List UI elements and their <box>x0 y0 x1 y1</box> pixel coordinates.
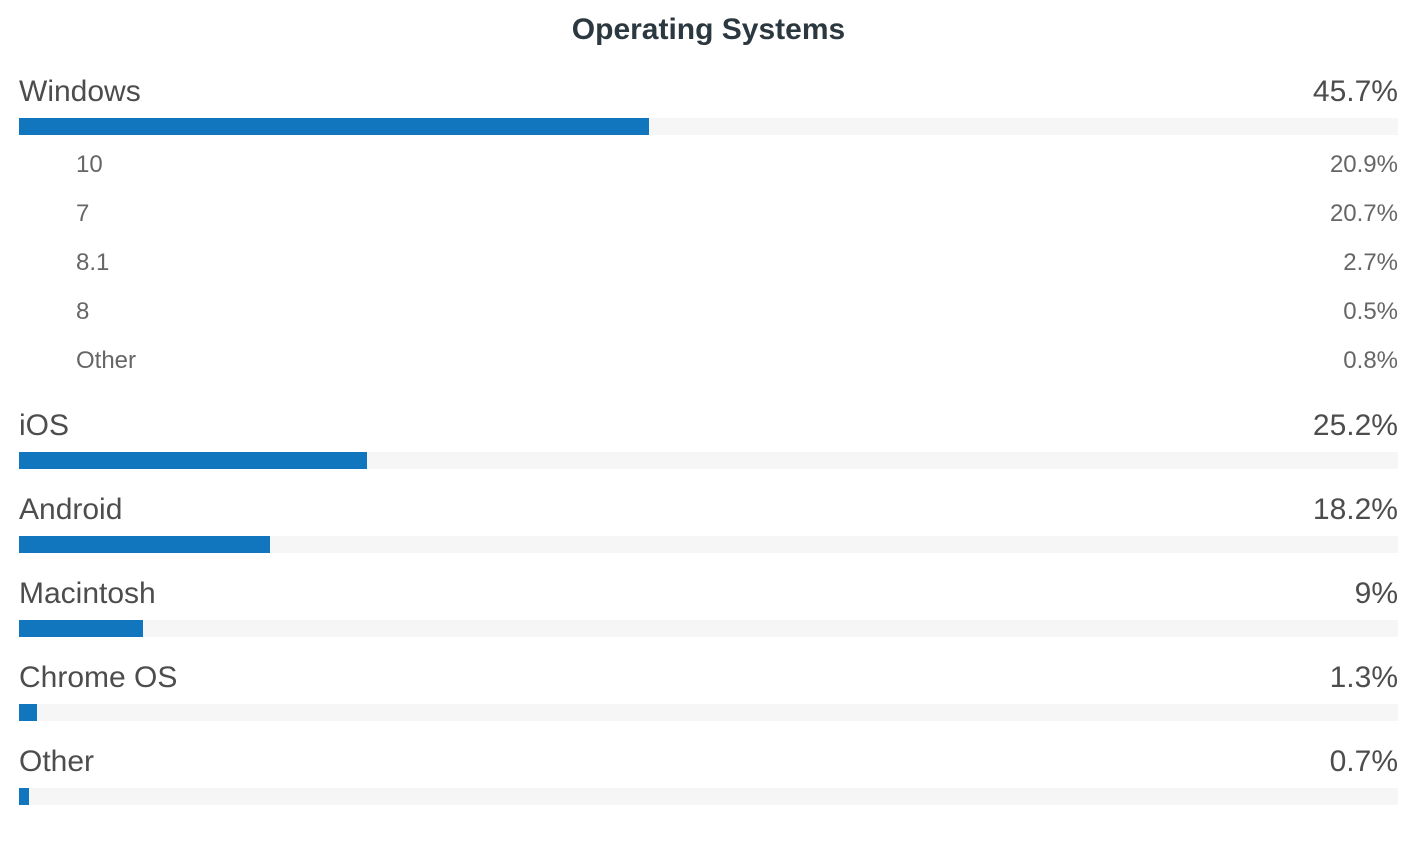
bar-fill <box>19 704 37 721</box>
os-label-row: Chrome OS 1.3% <box>19 661 1398 695</box>
bar-fill <box>19 788 29 805</box>
bar-fill <box>19 620 144 637</box>
os-label-row: iOS 25.2% <box>19 409 1398 443</box>
os-sub-row: 8 0.5% <box>19 287 1398 336</box>
bar-track <box>19 620 1398 637</box>
os-sub-row: 10 20.9% <box>19 140 1398 189</box>
os-percentage: 25.2% <box>1312 409 1398 442</box>
os-sub-percentage: 20.7% <box>1329 199 1398 227</box>
bar-fill <box>19 452 367 469</box>
os-percentage: 45.7% <box>1312 75 1398 108</box>
os-section: iOS 25.2% <box>19 409 1398 469</box>
os-sub-label: 8 <box>76 297 90 325</box>
bar-fill <box>19 536 270 553</box>
os-sub-row: Other 0.8% <box>19 336 1398 385</box>
os-sub-percentage: 2.7% <box>1343 248 1398 276</box>
os-sub-percentage: 0.8% <box>1343 346 1398 374</box>
os-percentage: 9% <box>1354 577 1398 610</box>
os-sub-label: 8.1 <box>76 248 110 276</box>
os-sub-row: 8.1 2.7% <box>19 238 1398 287</box>
bar-track <box>19 452 1398 469</box>
os-sub-label: Other <box>76 346 137 374</box>
os-label: Android <box>19 493 123 526</box>
chart-rows: Windows 45.7% 10 20.9% 7 20.7% 8.1 2.7% … <box>19 75 1398 805</box>
bar-track <box>19 536 1398 553</box>
bar-track <box>19 704 1398 721</box>
os-label-row: Windows 45.7% <box>19 75 1398 109</box>
os-sub-label: 7 <box>76 199 90 227</box>
bar-fill <box>19 118 650 135</box>
os-label-row: Macintosh 9% <box>19 577 1398 611</box>
os-label-row: Other 0.7% <box>19 745 1398 779</box>
os-sub-percentage: 0.5% <box>1343 297 1398 325</box>
os-label: Macintosh <box>19 577 156 610</box>
os-section: Android 18.2% <box>19 493 1398 553</box>
bar-track <box>19 118 1398 135</box>
os-percentage: 18.2% <box>1312 493 1398 526</box>
os-percentage: 1.3% <box>1329 661 1398 694</box>
os-sub-label: 10 <box>76 150 103 178</box>
os-usage-chart: Operating Systems Windows 45.7% 10 20.9%… <box>0 12 1417 805</box>
os-section: Other 0.7% <box>19 745 1398 805</box>
chart-title: Operating Systems <box>571 13 846 46</box>
os-label: iOS <box>19 409 70 442</box>
bar-track <box>19 788 1398 805</box>
os-label-row: Android 18.2% <box>19 493 1398 527</box>
os-sub-row: 7 20.7% <box>19 189 1398 238</box>
os-sub-list: 10 20.9% 7 20.7% 8.1 2.7% 8 0.5% Other 0… <box>19 140 1398 385</box>
os-label: Other <box>19 745 95 778</box>
os-label: Chrome OS <box>19 661 178 694</box>
os-label: Windows <box>19 75 141 108</box>
os-section: Macintosh 9% <box>19 577 1398 637</box>
os-section: Chrome OS 1.3% <box>19 661 1398 721</box>
os-percentage: 0.7% <box>1329 745 1398 778</box>
os-section: Windows 45.7% 10 20.9% 7 20.7% 8.1 2.7% … <box>19 75 1398 385</box>
os-sub-percentage: 20.9% <box>1329 150 1398 178</box>
